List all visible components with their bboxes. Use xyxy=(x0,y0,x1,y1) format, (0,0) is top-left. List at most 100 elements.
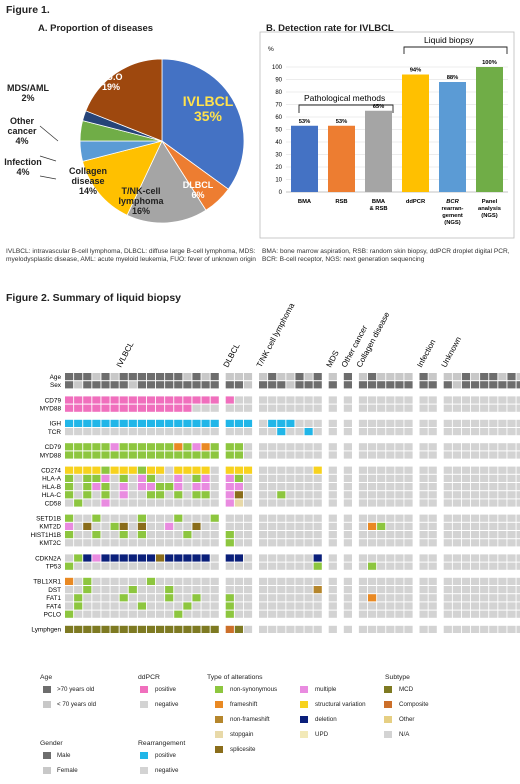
cell-cdkn2a-6-0 xyxy=(419,554,428,562)
cell-hla-b-1-1 xyxy=(234,483,243,491)
cell-hist1h1b-0-7 xyxy=(128,531,137,539)
cell-igh-2-1 xyxy=(268,419,277,427)
cell-igh-1-1 xyxy=(234,419,243,427)
cell-dst-0-9 xyxy=(146,586,156,594)
cell-pclo-0-14 xyxy=(192,610,201,618)
cell-kmt2c-2-4 xyxy=(295,539,304,547)
bar-bcr-rearrangement-ngs xyxy=(439,82,466,192)
cell-sex-7-0 xyxy=(443,381,452,389)
cell-age-0-13 xyxy=(183,373,192,381)
cell-lymphgen-5-4 xyxy=(395,625,404,633)
cell-tp53-0-16 xyxy=(210,562,219,570)
cell-tcr-0-3 xyxy=(92,428,101,436)
cell-sex-5-1 xyxy=(368,381,377,389)
cell-tbl1xr1-0-13 xyxy=(183,577,192,585)
cell-hist1h1b-0-8 xyxy=(137,531,146,539)
row-label-hla-b: HLA-B xyxy=(42,484,61,491)
cell-hla-c-2-6 xyxy=(313,491,322,499)
cell-sex-1-1 xyxy=(234,381,243,389)
cell-hla-b-0-16 xyxy=(210,483,219,491)
cell-dst-7-0 xyxy=(443,586,452,594)
cell-pclo-2-2 xyxy=(277,610,286,618)
cell-igh-0-11 xyxy=(165,419,174,427)
cell-sex-0-9 xyxy=(146,381,156,389)
cell-myd88-dd-0-1 xyxy=(74,404,83,412)
cell-fat4-2-1 xyxy=(268,602,277,610)
cell-myd88-5-3 xyxy=(386,451,395,459)
pie-label-collagen-value: 14% xyxy=(78,186,97,196)
cell-igh-5-3 xyxy=(386,419,395,427)
cell-hla-b-2-2 xyxy=(277,483,286,491)
cell-tp53-0-1 xyxy=(74,562,83,570)
cell-fat1-0-14 xyxy=(192,594,201,602)
cell-myd88-0-8 xyxy=(137,451,146,459)
cell-cd58-2-4 xyxy=(295,499,304,507)
cell-setd1b-1-0 xyxy=(225,514,234,522)
y-tick-50: 50 xyxy=(275,128,282,134)
cell-myd88-dd-3-0 xyxy=(328,404,337,412)
cell-lymphgen-2-0 xyxy=(259,625,268,633)
x-label-bma-rsb-1: & RSB xyxy=(369,206,387,212)
cell-sex-0-15 xyxy=(201,381,210,389)
cell-igh-0-8 xyxy=(137,419,146,427)
cell-cd274-7-2 xyxy=(461,466,471,474)
bar-label-bcr-rearrangement-ngs: 88% xyxy=(447,75,459,81)
cell-kmt2d-0-7 xyxy=(128,522,137,530)
cell-cdkn2a-7-3 xyxy=(471,554,480,562)
cell-kmt2d-2-3 xyxy=(286,522,295,530)
pie-label-other-line2: cancer xyxy=(7,126,37,136)
cell-hist1h1b-5-3 xyxy=(386,531,395,539)
x-label-bma-0: BMA xyxy=(298,199,312,205)
cell-fat4-7-1 xyxy=(452,602,461,610)
cell-cd79-dd-0-13 xyxy=(183,396,192,404)
cell-cd274-7-7 xyxy=(507,466,516,474)
pie-label-mds-value: 2% xyxy=(21,93,35,103)
cell-pclo-7-5 xyxy=(489,610,498,618)
row-label-hla-c: HLA-C xyxy=(42,492,62,499)
cell-setd1b-7-1 xyxy=(452,514,461,522)
cell-fat1-0-10 xyxy=(156,594,165,602)
cell-dst-0-13 xyxy=(183,586,192,594)
cell-cdkn2a-0-8 xyxy=(137,554,146,562)
cell-myd88-dd-0-8 xyxy=(137,404,146,412)
cell-hla-a-0-16 xyxy=(210,474,219,482)
cell-lymphgen-2-3 xyxy=(286,625,295,633)
cell-sex-5-4 xyxy=(395,381,404,389)
cell-myd88-2-1 xyxy=(268,451,277,459)
cell-myd88-7-0 xyxy=(443,451,452,459)
cell-kmt2c-0-9 xyxy=(146,539,156,547)
cell-cd79-5-2 xyxy=(377,443,386,451)
cell-kmt2c-0-5 xyxy=(110,539,119,547)
cell-tbl1xr1-2-0 xyxy=(259,577,268,585)
cell-age-0-12 xyxy=(174,373,183,381)
cell-fat4-2-0 xyxy=(259,602,268,610)
cell-hla-a-1-2 xyxy=(243,474,253,482)
cell-pclo-0-12 xyxy=(174,610,183,618)
cell-fat1-2-2 xyxy=(277,594,286,602)
cell-age-2-3 xyxy=(286,373,295,381)
cell-cdkn2a-7-7 xyxy=(507,554,516,562)
row-label-cd58: CD58 xyxy=(45,500,62,507)
cell-hla-a-5-0 xyxy=(358,474,368,482)
cell-hla-a-6-0 xyxy=(419,474,428,482)
cell-age-0-2 xyxy=(83,373,92,381)
cell-cd79-2-4 xyxy=(295,443,304,451)
cell-cdkn2a-0-13 xyxy=(183,554,192,562)
cell-fat4-5-1 xyxy=(368,602,377,610)
legend-swatch-ddpcr-neg xyxy=(140,701,148,708)
cell-hla-b-5-4 xyxy=(395,483,404,491)
cell-pclo-6-1 xyxy=(428,610,437,618)
cell-dst-7-5 xyxy=(489,586,498,594)
cell-kmt2c-7-6 xyxy=(498,539,507,547)
cell-fat1-7-7 xyxy=(507,594,516,602)
cell-tp53-2-1 xyxy=(268,562,277,570)
bar-data-labels: 53% 53% 65% 94% 88% 100% xyxy=(299,60,497,125)
cell-cd274-1-0 xyxy=(225,466,234,474)
bar-label-panel-analysis-ngs: 100% xyxy=(482,60,497,66)
cell-tbl1xr1-0-8 xyxy=(137,577,146,585)
cell-cdkn2a-0-11 xyxy=(165,554,174,562)
cell-tbl1xr1-0-10 xyxy=(156,577,165,585)
cell-tp53-5-0 xyxy=(358,562,368,570)
cell-tp53-0-11 xyxy=(165,562,174,570)
